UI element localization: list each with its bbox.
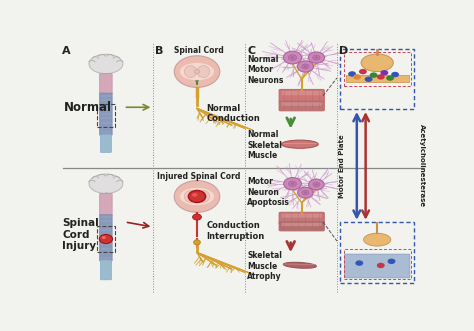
Text: C: C — [247, 46, 255, 56]
Circle shape — [313, 182, 320, 187]
Ellipse shape — [194, 240, 201, 245]
Circle shape — [192, 193, 198, 197]
FancyBboxPatch shape — [279, 222, 324, 231]
Text: Skeletal
Muscle
Atrophy: Skeletal Muscle Atrophy — [247, 251, 282, 281]
Circle shape — [315, 57, 318, 59]
Text: Motor End Plate: Motor End Plate — [339, 134, 345, 198]
Circle shape — [359, 69, 367, 74]
Circle shape — [288, 55, 297, 61]
FancyBboxPatch shape — [345, 254, 410, 278]
Text: B: B — [155, 46, 164, 56]
Text: Conduction
Interruption: Conduction Interruption — [206, 221, 264, 241]
Circle shape — [302, 64, 309, 69]
Circle shape — [308, 52, 325, 63]
Circle shape — [377, 263, 385, 268]
Circle shape — [386, 75, 394, 81]
FancyBboxPatch shape — [100, 134, 111, 152]
Ellipse shape — [282, 140, 318, 148]
Circle shape — [283, 51, 301, 64]
Circle shape — [304, 66, 307, 68]
Ellipse shape — [89, 174, 123, 193]
Circle shape — [313, 55, 320, 60]
Circle shape — [99, 234, 112, 244]
FancyBboxPatch shape — [279, 212, 324, 224]
FancyBboxPatch shape — [282, 223, 322, 226]
FancyBboxPatch shape — [282, 102, 322, 106]
Text: D: D — [339, 46, 348, 56]
FancyBboxPatch shape — [100, 73, 112, 94]
Ellipse shape — [364, 233, 391, 246]
Circle shape — [174, 56, 220, 87]
Text: Motor
Neuron
Apoptosis: Motor Neuron Apoptosis — [247, 177, 290, 207]
Circle shape — [289, 181, 296, 186]
Circle shape — [101, 236, 106, 239]
Ellipse shape — [283, 262, 316, 268]
Circle shape — [194, 70, 200, 73]
Circle shape — [302, 190, 309, 195]
FancyBboxPatch shape — [100, 93, 112, 135]
Circle shape — [174, 181, 220, 212]
Circle shape — [381, 70, 388, 75]
Ellipse shape — [180, 188, 214, 205]
Circle shape — [309, 179, 324, 190]
Ellipse shape — [180, 63, 214, 80]
Text: A: A — [62, 46, 71, 56]
Ellipse shape — [184, 191, 197, 202]
Circle shape — [365, 76, 373, 82]
Text: Normal
Skeletal
Muscle: Normal Skeletal Muscle — [247, 130, 282, 160]
Circle shape — [356, 260, 363, 266]
Circle shape — [291, 183, 294, 185]
Text: Normal
Motor
Neurons: Normal Motor Neurons — [247, 55, 284, 85]
Ellipse shape — [184, 66, 197, 77]
Circle shape — [291, 56, 294, 59]
Ellipse shape — [361, 54, 393, 71]
FancyBboxPatch shape — [282, 214, 322, 218]
Circle shape — [370, 72, 378, 78]
Text: Spinal
Cord
Injury: Spinal Cord Injury — [62, 218, 99, 251]
FancyBboxPatch shape — [100, 215, 112, 261]
Bar — [346, 75, 409, 82]
Circle shape — [391, 72, 399, 77]
FancyBboxPatch shape — [279, 101, 324, 111]
Circle shape — [304, 192, 307, 194]
Circle shape — [188, 190, 206, 203]
FancyBboxPatch shape — [282, 91, 322, 95]
FancyBboxPatch shape — [279, 89, 324, 102]
FancyBboxPatch shape — [100, 260, 111, 280]
Circle shape — [388, 259, 395, 264]
Ellipse shape — [89, 54, 123, 73]
FancyBboxPatch shape — [100, 193, 112, 216]
Circle shape — [315, 183, 318, 185]
Text: Normal
Conduction: Normal Conduction — [206, 104, 260, 123]
Ellipse shape — [197, 66, 210, 77]
Circle shape — [348, 71, 356, 77]
Ellipse shape — [197, 191, 210, 202]
Circle shape — [284, 178, 301, 190]
Text: Injured Spinal Cord: Injured Spinal Cord — [157, 172, 240, 181]
Circle shape — [298, 187, 313, 198]
Circle shape — [192, 214, 201, 220]
Text: Acetylcholinesterase: Acetylcholinesterase — [419, 124, 425, 208]
Text: Normal: Normal — [64, 101, 112, 114]
Text: Spinal Cord: Spinal Cord — [174, 46, 224, 55]
Circle shape — [377, 74, 385, 80]
Circle shape — [353, 74, 361, 80]
Circle shape — [297, 61, 313, 72]
Circle shape — [194, 195, 200, 198]
